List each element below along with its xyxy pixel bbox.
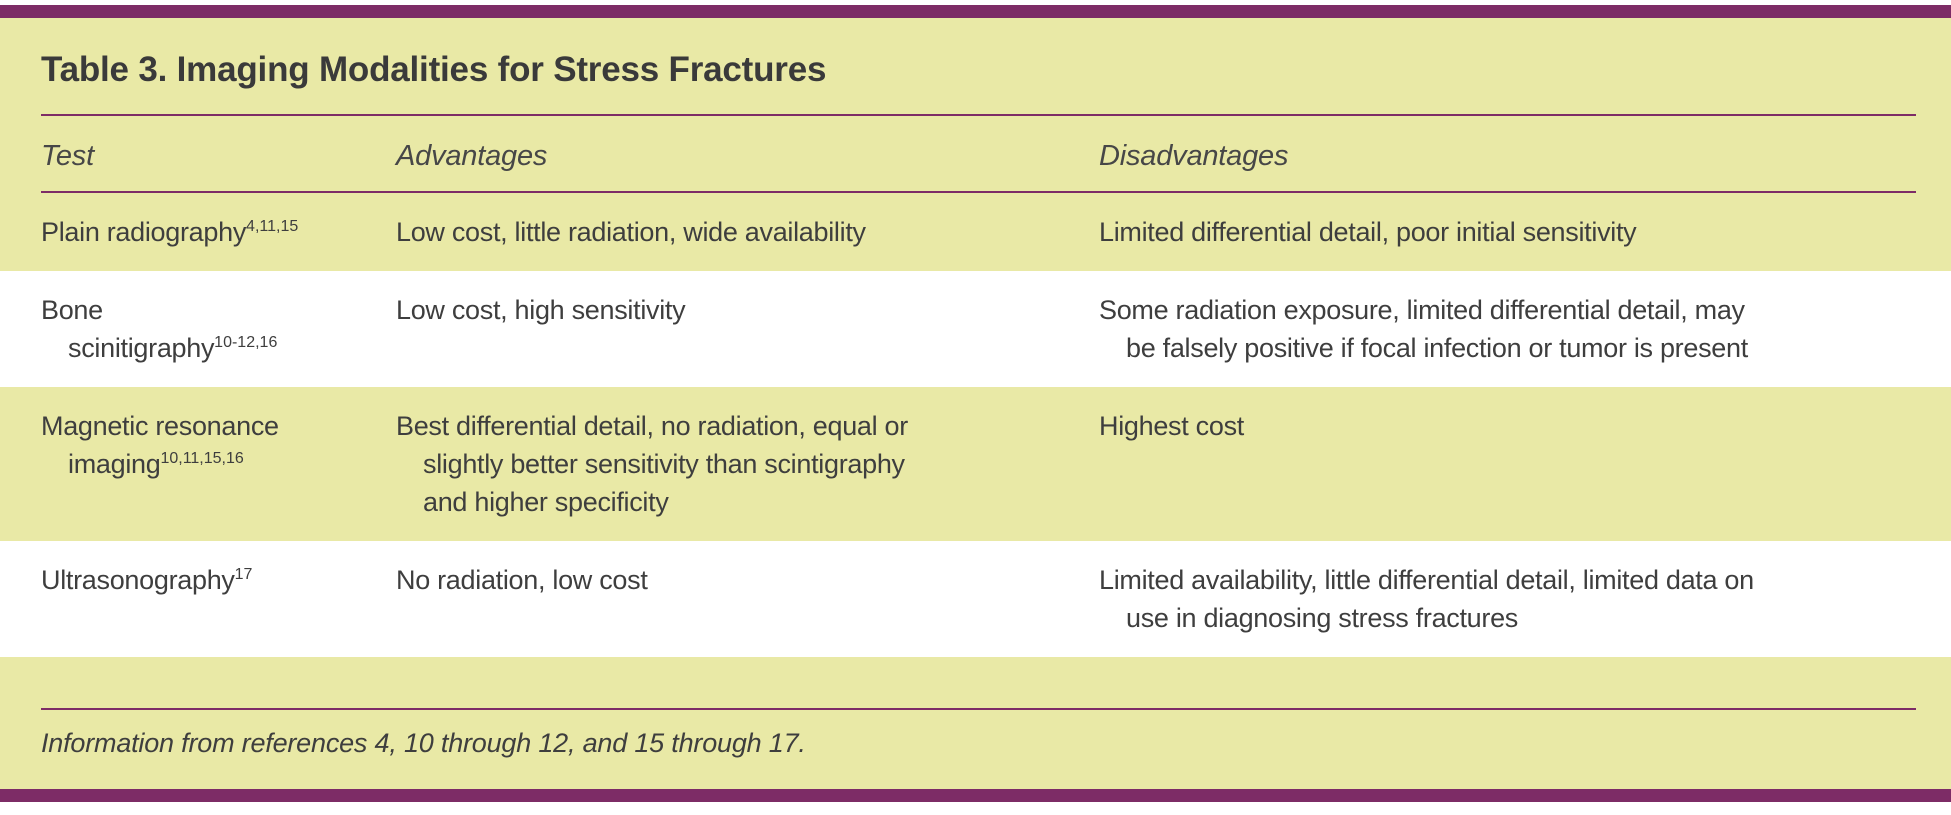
cell-disadvantages: Some radiation exposure, limited differe…: [1099, 295, 1748, 363]
cell-disadvantages: Limited availability, little differentia…: [1099, 565, 1754, 633]
cell-advantages: No radiation, low cost: [396, 565, 648, 595]
bottom-margin: [0, 802, 1951, 815]
cell-test: Magnetic resonance imaging10,11,15,16: [41, 407, 396, 483]
column-header-disadvantages: Disadvantages: [1099, 140, 1289, 172]
reference-superscript: 10,11,15,16: [160, 450, 244, 467]
reference-superscript: 4,11,15: [246, 218, 299, 235]
test-label: Ultrasonography: [41, 565, 235, 595]
title-rule: [41, 114, 1916, 116]
table-body: Plain radiography4,11,15 Low cost, littl…: [0, 193, 1951, 657]
cell-advantages: Low cost, high sensitivity: [396, 295, 686, 325]
table-footnote: Information from references 4, 10 throug…: [41, 728, 806, 758]
header-rule: [41, 191, 1916, 193]
top-margin: [0, 0, 1951, 5]
column-header-test: Test: [41, 140, 94, 172]
footnote-rule: [41, 708, 1916, 710]
column-header-advantages: Advantages: [396, 140, 548, 172]
cell-disadvantages: Limited differential detail, poor initia…: [1099, 217, 1637, 247]
reference-superscript: 10-12,16: [214, 334, 278, 351]
table-row: Ultrasonography17 No radiation, low cost…: [0, 541, 1951, 657]
reference-superscript: 17: [234, 566, 253, 583]
test-label: Plain radiography: [41, 217, 247, 247]
cell-test: Ultrasonography17: [41, 561, 396, 599]
test-label: Magnetic resonance imaging: [41, 411, 279, 479]
cell-advantages: Best differential detail, no radiation, …: [396, 411, 908, 517]
table-row: Magnetic resonance imaging10,11,15,16 Be…: [0, 387, 1951, 541]
table-row: Bone scinitigraphy10-12,16 Low cost, hig…: [0, 271, 1951, 387]
cell-test: Bone scinitigraphy10-12,16: [41, 291, 396, 367]
table-row: Plain radiography4,11,15 Low cost, littl…: [0, 193, 1951, 271]
top-accent-bar: [0, 5, 1951, 18]
cell-test: Plain radiography4,11,15: [41, 213, 396, 251]
column-header-row: Test Advantages Disadvantages: [0, 116, 1951, 191]
table-card: Table 3. Imaging Modalities for Stress F…: [0, 18, 1951, 789]
cell-advantages: Low cost, little radiation, wide availab…: [396, 217, 866, 247]
bottom-accent-bar: [0, 789, 1951, 802]
test-label: Bone scinitigraphy: [41, 295, 215, 363]
cell-disadvantages: Highest cost: [1099, 411, 1244, 441]
table-title: Table 3. Imaging Modalities for Stress F…: [41, 50, 827, 89]
